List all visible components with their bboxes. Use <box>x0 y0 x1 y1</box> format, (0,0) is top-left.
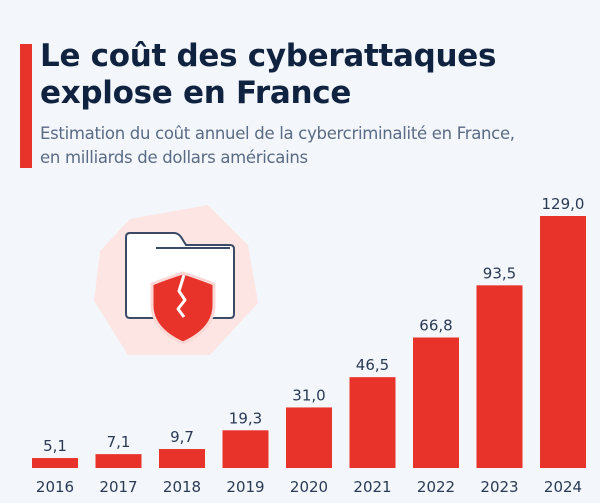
title-line-2: explose en France <box>40 75 352 111</box>
value-label-2018: 9,7 <box>170 428 194 446</box>
chart-subtitle: Estimation du coût annuel de la cybercri… <box>40 122 515 170</box>
subtitle-line-1: Estimation du coût annuel de la cybercri… <box>40 124 515 143</box>
x-tick-label-2018: 2018 <box>163 478 201 496</box>
bar-2024 <box>540 216 586 468</box>
value-label-2017: 7,1 <box>107 433 131 451</box>
x-axis-ticks: 2016 2017 2018 2019 2020 2021 2022 2023 2024 <box>36 478 582 496</box>
bar-2021 <box>349 377 396 468</box>
value-label-2016: 5,1 <box>43 437 67 455</box>
bar-2022 <box>413 337 459 468</box>
x-tick-label-2017: 2017 <box>99 478 137 496</box>
x-tick-label-2021: 2021 <box>353 478 391 496</box>
title-line-1: Le coût des cyberattaques <box>40 38 497 74</box>
bar-2017 <box>95 454 142 468</box>
value-label-2022: 66,8 <box>419 317 452 335</box>
value-label-2023: 93,5 <box>483 264 516 282</box>
value-label-2020: 31,0 <box>292 386 325 404</box>
broken-shield-icon <box>150 271 216 345</box>
bar-2023 <box>476 285 523 468</box>
value-labels-group: 5,1 7,1 9,7 19,3 31,0 46,5 66,8 93,5 129,0 <box>43 195 584 455</box>
chart-title: Le coût des cyberattaques explose en Fra… <box>40 38 496 112</box>
bar-2018 <box>159 449 205 468</box>
x-tick-label-2023: 2023 <box>480 478 518 496</box>
value-label-2021: 46,5 <box>356 356 389 374</box>
value-label-2019: 19,3 <box>229 409 262 427</box>
value-label-2024: 129,0 <box>542 195 585 213</box>
bars-group <box>32 216 586 468</box>
x-tick-label-2019: 2019 <box>226 478 264 496</box>
x-tick-label-2020: 2020 <box>290 478 328 496</box>
title-accent-bar <box>20 44 32 168</box>
x-tick-label-2016: 2016 <box>36 478 74 496</box>
bar-2016 <box>32 458 78 468</box>
bar-2019 <box>222 430 269 468</box>
bar-2020 <box>286 407 332 468</box>
x-tick-label-2024: 2024 <box>544 478 582 496</box>
subtitle-line-2: en milliards de dollars américains <box>40 148 308 167</box>
folder-with-broken-shield-icon <box>94 205 258 355</box>
x-tick-label-2022: 2022 <box>417 478 455 496</box>
